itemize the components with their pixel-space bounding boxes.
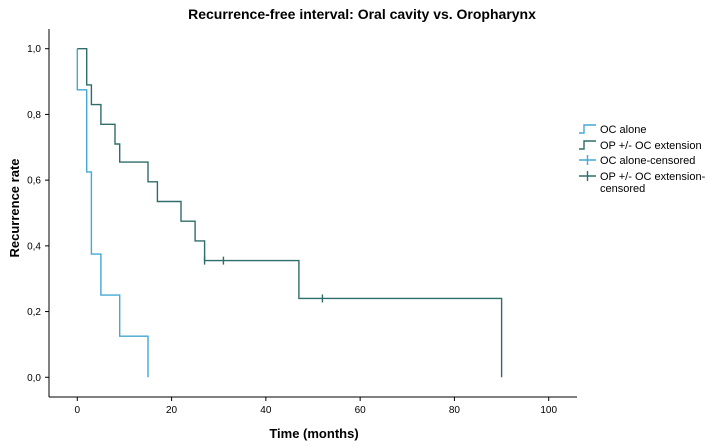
x-axis-title: Time (months) [269,426,358,441]
legend-swatch-step [579,124,596,134]
chart-title: Recurrence-free interval: Oral cavity vs… [188,6,536,22]
x-tick-label: 100 [540,405,557,416]
censor-marks [203,256,324,303]
legend-label: OP +/- OC extension- [600,171,706,183]
axes: 0,0 0,2 0,4 0,6 0,8 1,0 0 20 40 60 80 100 [27,29,577,416]
legend-label: OC alone [600,124,646,136]
y-tick-label: 0,6 [27,176,41,187]
y-tick-label: 1,0 [27,44,41,55]
series-layer [76,48,503,378]
legend-label: OP +/- OC extension [600,140,702,152]
x-tick-label: 80 [449,405,461,416]
x-tick-label: 60 [355,405,367,416]
legend-label: OC alone-censored [600,155,695,167]
y-tick-label: 0,8 [27,110,41,121]
x-tick-label: 0 [75,405,81,416]
y-axis-title: Recurrence rate [7,159,22,258]
legend-swatch-step [579,140,596,150]
y-tick-label: 0,2 [27,307,41,318]
y-tick-label: 0,0 [27,373,41,384]
legend-label: censored [600,183,645,195]
y-tick-label: 0,4 [27,241,41,252]
x-tick-label: 20 [166,405,178,416]
x-tick-label: 40 [260,405,272,416]
series-line-oc-alone [76,48,149,378]
legend: OC alone OP +/- OC extension OC alone-cens… [579,124,706,195]
series-line-op-oc-extension [77,48,503,378]
